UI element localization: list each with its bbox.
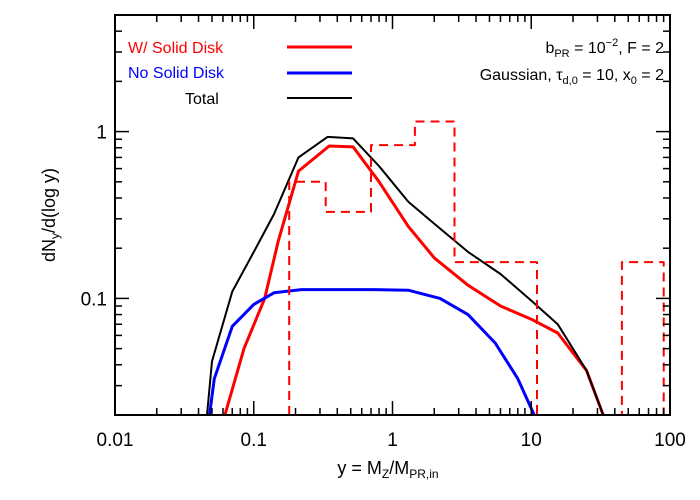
x-tick-label: 1 (387, 430, 398, 451)
legend-entry-w-solid-disk: W/ Solid Disk (128, 40, 352, 57)
series-line-histogram-dashed (288, 120, 665, 416)
annotation-params-line2: Gaussian, τd,0 = 10, x0 = 2 (480, 67, 664, 87)
series-line-no-solid-disk (208, 288, 536, 416)
x-axis-title: y = MZ/MPR,in (337, 458, 438, 481)
legend-label: No Solid Disk (128, 65, 225, 82)
x-tick-label: 0.1 (241, 430, 267, 451)
legend-label: Total (185, 91, 219, 108)
annotation-params-line1: bPR = 10−2, F = 2 (545, 37, 664, 60)
tick-labels: 0.01 0.1 1 10 100 0.1 1 (81, 123, 686, 451)
series-line-total (206, 135, 605, 416)
y-axis-title: dNy/d(log y) (39, 168, 62, 262)
y-tick-label: 0.1 (81, 289, 107, 310)
plot-frame (114, 14, 671, 416)
legend-entry-no-solid-disk: No Solid Disk (128, 65, 352, 82)
x-tick-label: 10 (521, 430, 542, 451)
legend-label: W/ Solid Disk (128, 40, 224, 57)
x-tick-label: 100 (654, 430, 686, 451)
plot-lines (206, 120, 665, 416)
legend-entry-total: Total (185, 91, 352, 108)
y-tick-label: 1 (96, 123, 107, 144)
x-tick-label: 0.01 (97, 430, 134, 451)
legend: W/ Solid Disk No Solid Disk Total (128, 40, 352, 108)
series-line-w-solid-disk (223, 144, 605, 416)
